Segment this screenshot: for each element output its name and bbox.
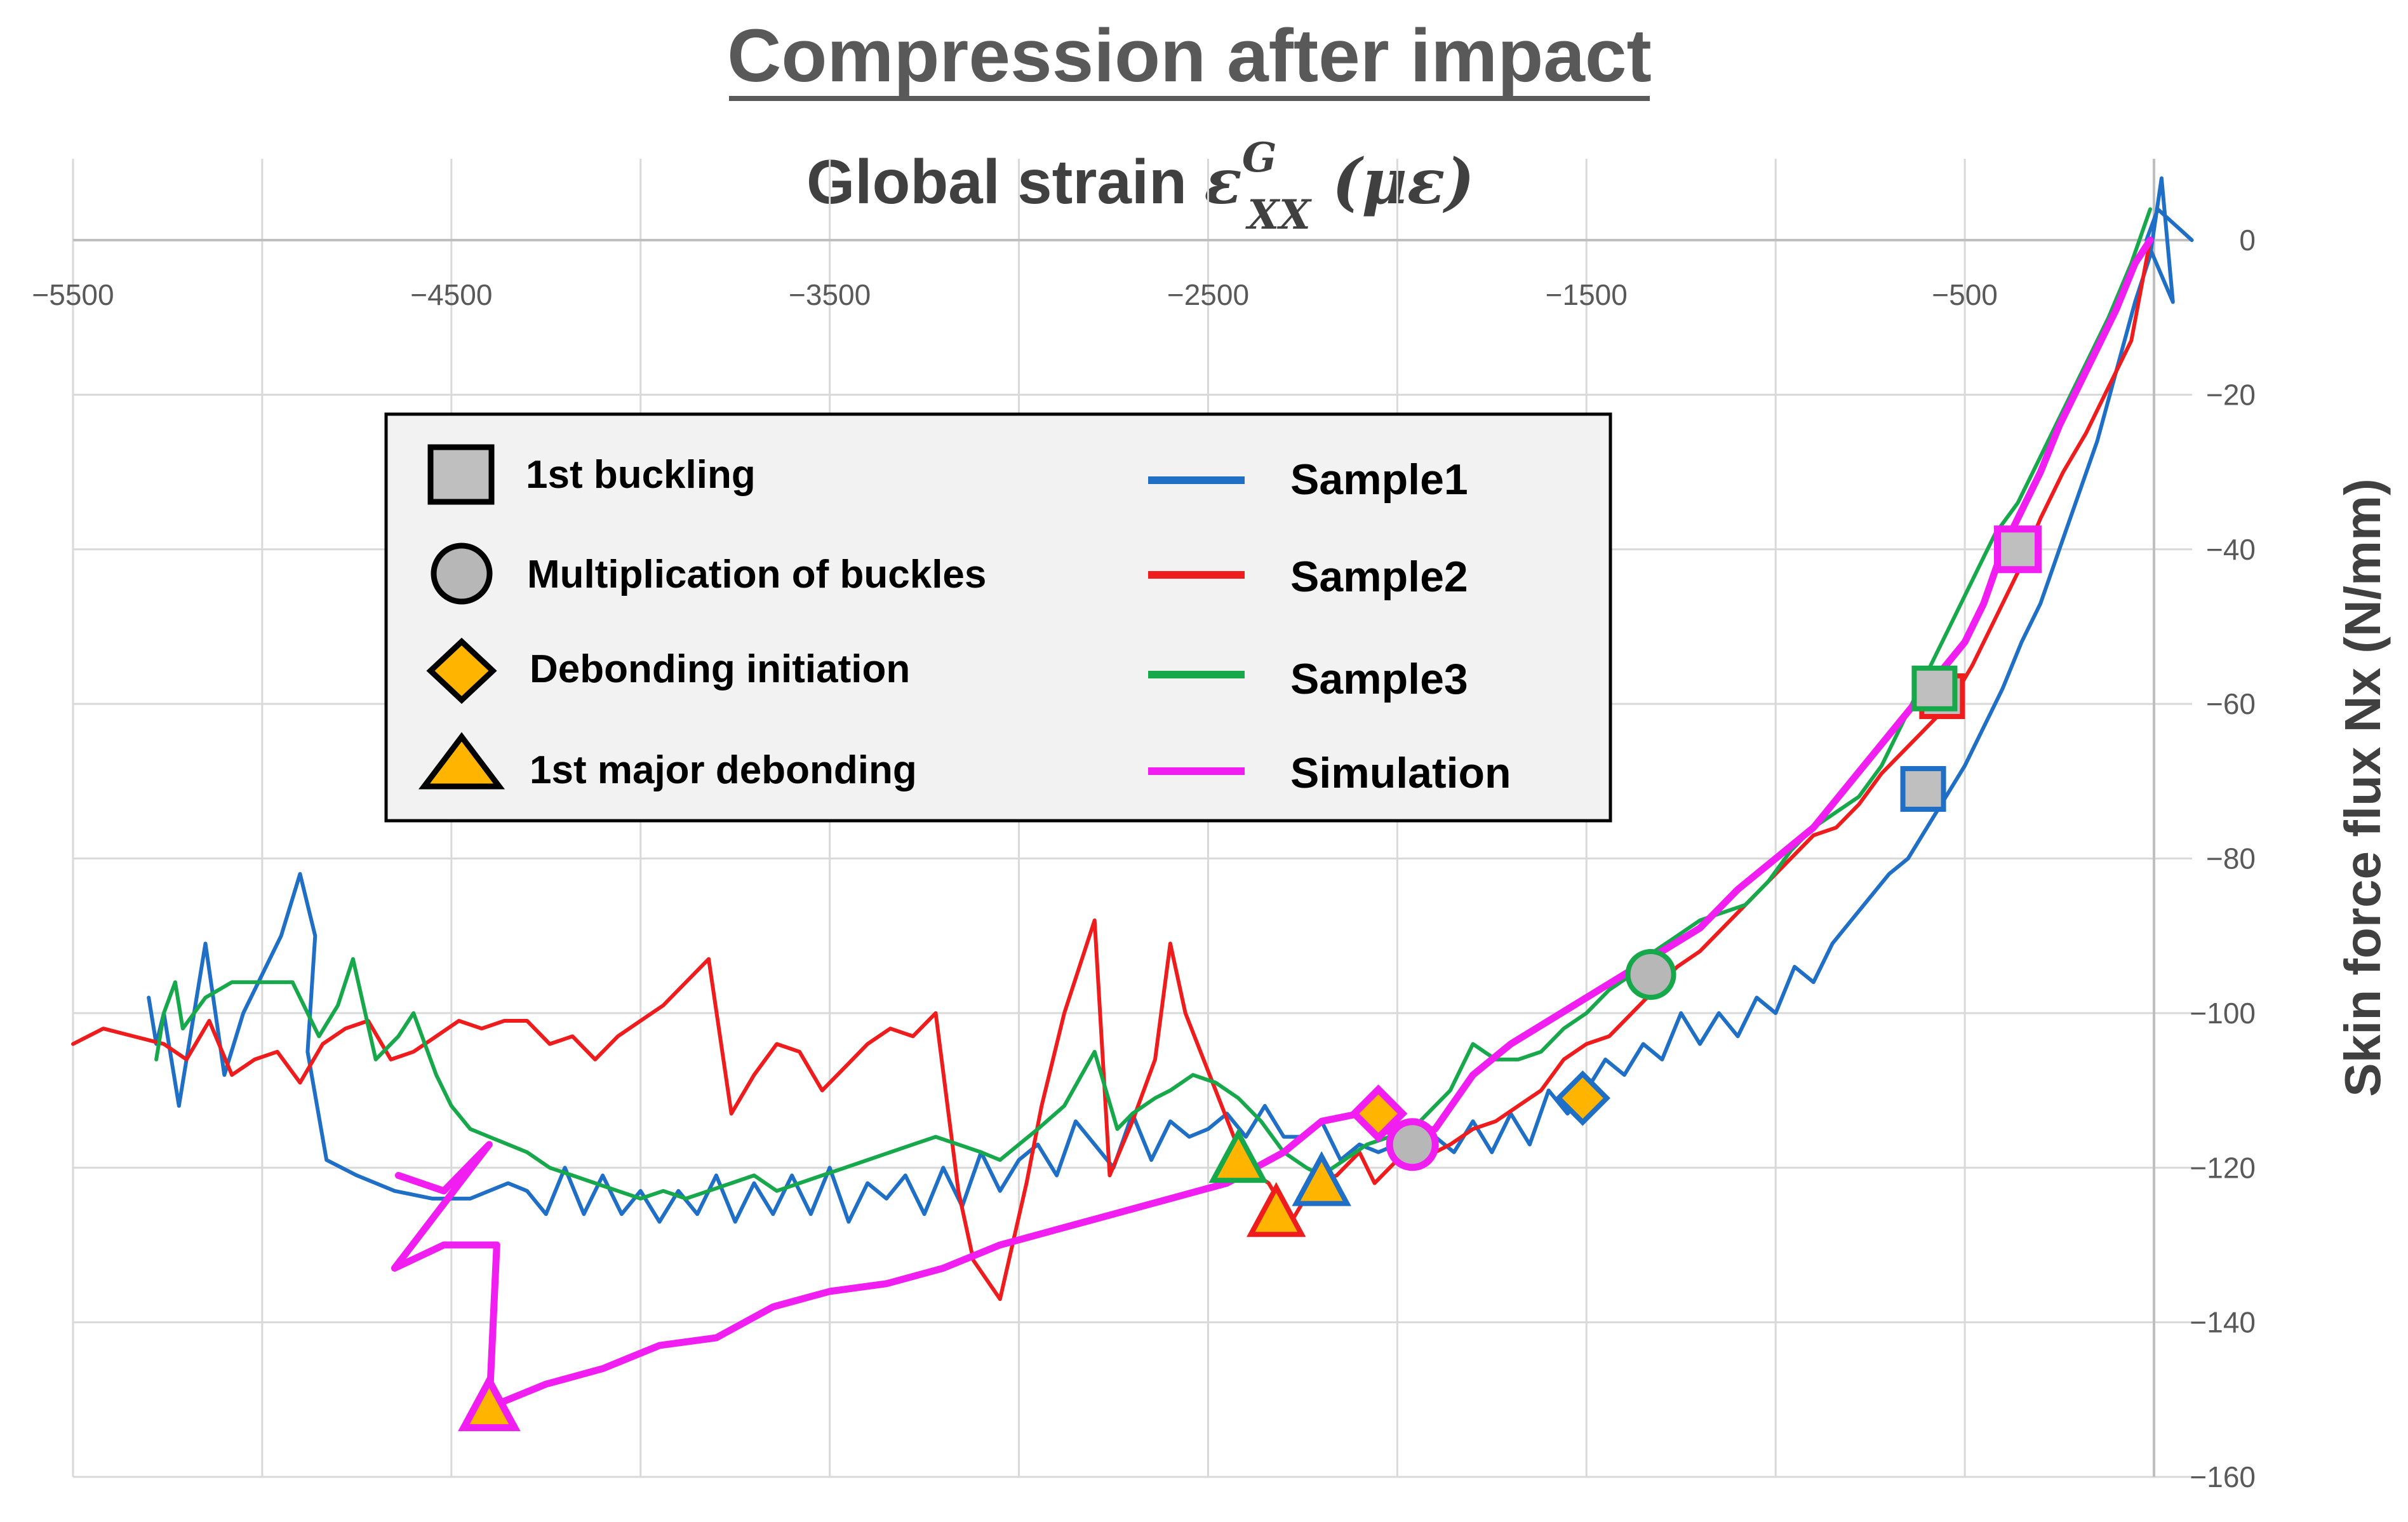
x-axis-label-prefix: Global strain (806, 147, 1204, 217)
marker-diamond-sample1 (1555, 1070, 1610, 1126)
marker-triangle-sample3 (1208, 1128, 1268, 1183)
x-tick-label: −5500 (32, 278, 114, 311)
y-tick-label: −100 (2190, 997, 2256, 1030)
legend-label-first-buckling: 1st buckling (526, 453, 756, 497)
y-axis-label: Skin force flux Nx (N/mm) (2334, 478, 2391, 1097)
series-line-sample1 (147, 176, 2194, 1224)
legend-label-first-major-debonding: 1st major debonding (530, 748, 917, 792)
x-tick-label: −2500 (1167, 278, 1249, 311)
x-tick-label: −500 (1932, 278, 1998, 311)
marker-triangle-simulation (458, 1373, 521, 1431)
legend-box (384, 412, 1612, 823)
legend-label-multiplication-of-buckles: Multiplication of buckles (527, 553, 986, 596)
marker-square-sample3 (1911, 665, 1958, 711)
marker-diamond-simulation (1349, 1084, 1408, 1143)
x-axis-label-superscript: G (1242, 134, 1277, 182)
marker-circle-simulation (1386, 1118, 1439, 1171)
y-axis-ticks: 0 −20 −40 −60 −80 −100 −120 −140 −160 (2190, 224, 2256, 1493)
y-tick-label: 0 (2239, 224, 2256, 257)
x-tick-label: −4500 (410, 278, 492, 311)
marker-square-simulation (1994, 525, 2042, 574)
x-axis-label-unit: (με) (1311, 145, 1475, 219)
legend-label-sample3: Sample3 (1290, 655, 1468, 703)
legend-label-debonding-initiation: Debonding initiation (530, 647, 910, 691)
y-tick-label: −60 (2206, 687, 2256, 720)
legend-label-simulation: Simulation (1290, 749, 1511, 797)
y-tick-label: −140 (2190, 1306, 2256, 1339)
legend-triangle-icon (418, 732, 505, 790)
legend-circle-icon (431, 542, 493, 605)
marker-triangle-sample1 (1292, 1151, 1351, 1206)
legend-square-icon (427, 444, 495, 505)
marker-square-sample1 (1900, 765, 1946, 812)
y-tick-label: −80 (2206, 842, 2256, 875)
marker-circle-sample3 (1625, 949, 1676, 1000)
legend: 1st buckling Multiplication of buckles D… (384, 412, 1612, 823)
chart-title: Compression after impact (727, 14, 1652, 98)
y-tick-label: −40 (2206, 533, 2256, 566)
x-axis-label: Global strain εG XX (με) (806, 134, 1475, 239)
series-line-sample2 (71, 238, 2152, 1302)
marker-triangle-sample2 (1246, 1182, 1306, 1237)
y-tick-label: −120 (2190, 1151, 2256, 1184)
legend-label-sample2: Sample2 (1290, 553, 1468, 601)
legend-diamond-icon (426, 637, 497, 704)
legend-label-sample1: Sample1 (1290, 455, 1468, 504)
event-markers (458, 525, 2042, 1431)
x-axis-label-subscript: XX (1245, 191, 1312, 239)
y-tick-label: −160 (2190, 1460, 2256, 1493)
axes (73, 159, 2192, 1477)
x-axis-ticks: −5500 −4500 −3500 −2500 −1500 −500 (32, 278, 1998, 311)
x-tick-label: −3500 (789, 278, 871, 311)
x-tick-label: −1500 (1546, 278, 1628, 311)
y-tick-label: −20 (2206, 378, 2256, 411)
x-axis-label-symbol: ε (1204, 145, 1242, 219)
